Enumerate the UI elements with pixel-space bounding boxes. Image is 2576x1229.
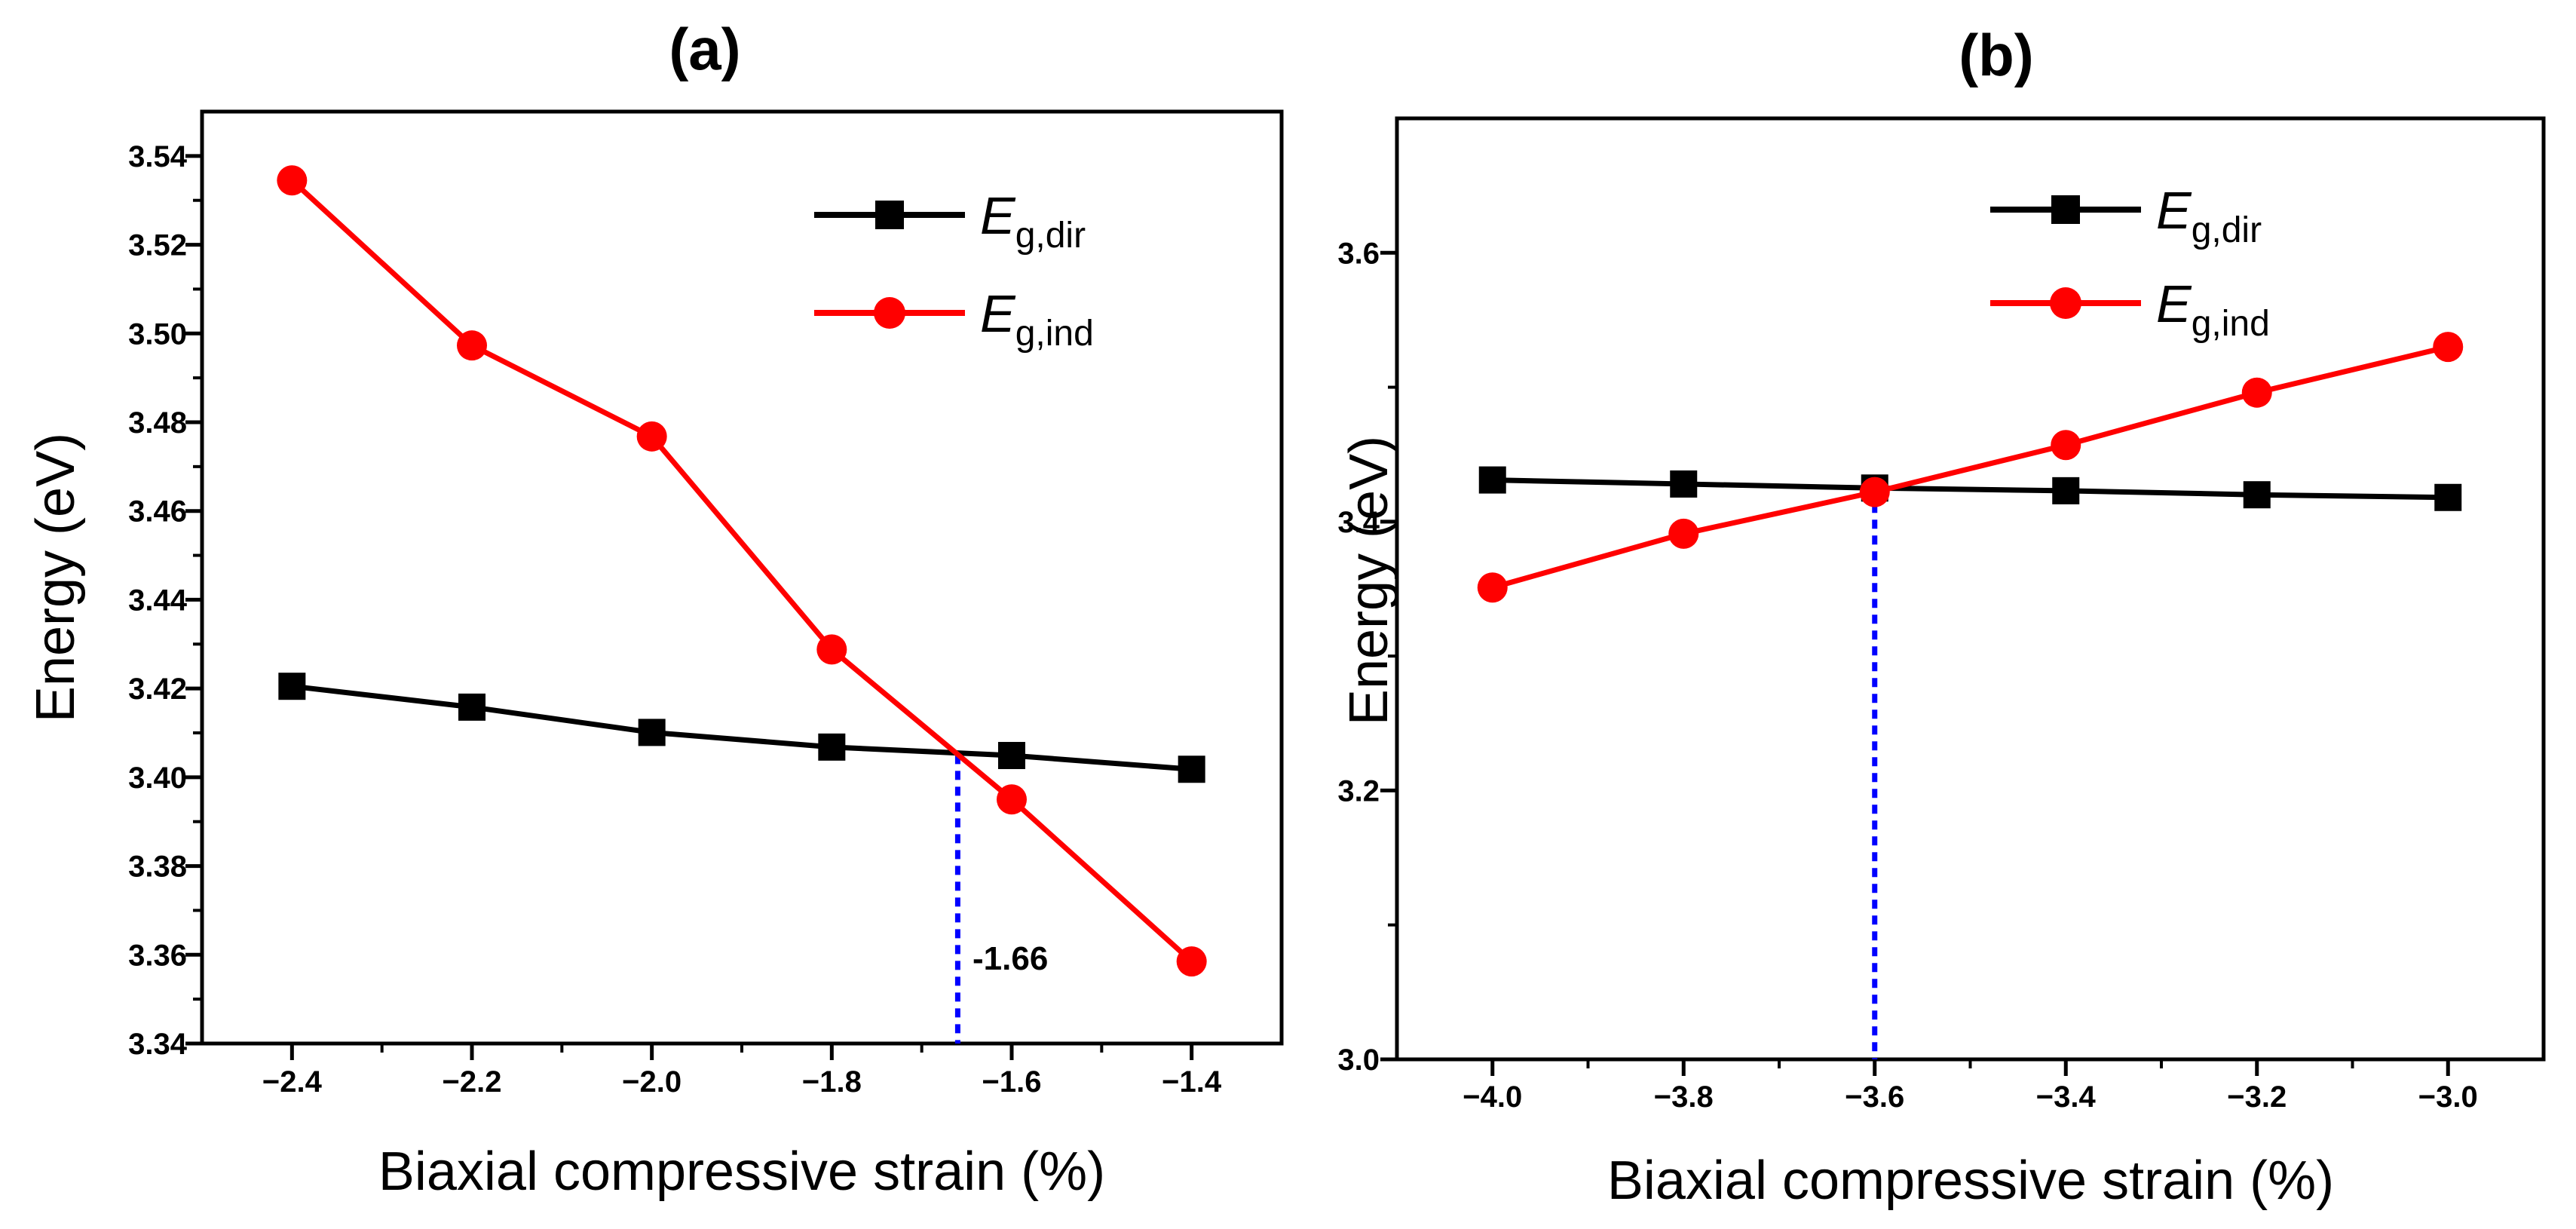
panel-a-legend-label-dir: Eg,dir xyxy=(980,186,1086,256)
panel-b-ticks: −4.0 −3.8 −3.6 −3.4 −3.2 −3.0 3.0 3.2 3.4 3.6 xyxy=(1337,237,2477,1114)
panel-b-series-lines xyxy=(1491,344,2449,590)
panel-b-dir-point xyxy=(1670,470,1698,498)
panel-b-x-tick-label: −4.0 xyxy=(1463,1080,1522,1114)
panel-b-series-ind-line xyxy=(1491,344,2449,590)
panel-a-legend: Eg,dir Eg,ind xyxy=(814,186,1094,354)
panel-a-x-tick-label: −1.4 xyxy=(1162,1065,1222,1099)
panel-b-dir-point xyxy=(2052,477,2080,504)
panel-b-x-tick-label: −3.4 xyxy=(2036,1080,2097,1114)
panel-a-dir-point xyxy=(1178,755,1205,783)
panel-a-plot-frame xyxy=(200,109,1284,1046)
panel-b-ind-point xyxy=(1859,477,1890,507)
panel-a-x-tick-label: −2.4 xyxy=(262,1065,323,1099)
panel-a-dir-point xyxy=(638,719,666,746)
panel-a-ind-point xyxy=(457,330,487,361)
panel-b-ind-point xyxy=(2433,332,2464,363)
panel-b-ind-point xyxy=(2241,377,2272,408)
panel-b-x-tick-label: −3.2 xyxy=(2227,1080,2287,1114)
panel-b-y-axis-title: Energy (eV) xyxy=(1339,436,1399,725)
panel-b-dir-point xyxy=(2434,483,2462,511)
panel-b-legend-marker-ind xyxy=(2050,287,2081,319)
panel-b-y-tick-label: 3.0 xyxy=(1337,1044,1380,1077)
panel-b-x-tick-label: −3.8 xyxy=(1654,1080,1714,1114)
panel-a-ind-point xyxy=(277,165,308,196)
panel-a-y-tick-label: 3.48 xyxy=(128,406,187,440)
panel-b-legend-marker-dir xyxy=(2051,195,2080,224)
panel-a-y-tick-label: 3.36 xyxy=(128,939,187,972)
panel-b-x-axis-title: Biaxial compressive strain (%) xyxy=(1607,1151,2334,1211)
panel-b-series-dir-line xyxy=(1492,477,2449,501)
panel-a-y-tick-label: 3.54 xyxy=(128,140,188,173)
panel-a-x-tick-label: −1.6 xyxy=(982,1065,1042,1099)
panel-b-dir-point xyxy=(2243,481,2271,509)
panel-b-y-tick-label: 3.2 xyxy=(1337,774,1380,808)
panel-b-y-tick-label: 3.4 xyxy=(1337,506,1380,539)
panel-a-series-lines xyxy=(289,178,1194,964)
panel-a-ind-point xyxy=(816,634,847,665)
panel-b-ind-point xyxy=(1668,518,1699,549)
panel-a-y-axis-title: Energy (eV) xyxy=(26,433,86,722)
panel-a-y-tick-label: 3.46 xyxy=(128,495,187,529)
panel-a-x-tick-label: −2.2 xyxy=(443,1065,502,1099)
panel-a-ind-point xyxy=(997,784,1027,815)
panel-a-series-dir-line xyxy=(291,683,1192,772)
panel-a-x-axis-title: Biaxial compressive strain (%) xyxy=(378,1142,1105,1202)
panel-b-y-tick-label: 3.6 xyxy=(1337,237,1380,270)
panel-a-dir-point xyxy=(278,673,306,700)
panel-a-legend-marker-ind xyxy=(874,297,905,329)
panel-a-x-tick-label: −2.0 xyxy=(622,1065,682,1099)
panel-b-x-tick-label: −3.0 xyxy=(2418,1080,2478,1114)
panel-a-y-tick-label: 3.40 xyxy=(128,762,187,795)
panel-a-crossover-label: -1.66 xyxy=(973,940,1048,977)
panel-a-y-tick-label: 3.38 xyxy=(128,850,187,884)
panel-a-ind-point xyxy=(636,421,667,452)
panel-a-series-ind-line xyxy=(289,178,1194,964)
panel-b-ind-point xyxy=(1477,572,1508,603)
panel-a-y-tick-label: 3.34 xyxy=(128,1028,188,1061)
panel-a-legend-marker-dir xyxy=(875,201,904,229)
panel-b-legend: Eg,dir Eg,ind xyxy=(1990,181,2270,344)
panel-b-ind-point xyxy=(2051,430,2081,461)
panel-b-plot-frame xyxy=(1395,116,2546,1062)
panel-a-y-tick-label: 3.52 xyxy=(128,229,187,262)
panel-a-dir-point xyxy=(458,693,485,721)
panel-a-dir-point xyxy=(998,742,1025,770)
panel-a: (a) −2.4 −2.2 −2.0 −1.8 −1.6 −1.4 3.34 3.36 3.38… xyxy=(26,16,1284,1202)
panel-a-y-tick-label: 3.42 xyxy=(128,673,187,706)
panel-b-legend-label-ind: Eg,ind xyxy=(2156,274,2270,344)
panel-a-y-tick-label: 3.50 xyxy=(128,317,187,351)
panel-a-y-tick-label: 3.44 xyxy=(128,584,188,617)
panel-b-legend-label-dir: Eg,dir xyxy=(2156,181,2262,250)
panel-b: (b) −4.0 −3.8 −3.6 −3.4 −3.2 −3.0 3.0 3.2 3.4 3.6… xyxy=(1337,22,2546,1211)
panel-a-x-tick-label: −1.8 xyxy=(802,1065,862,1099)
panel-a-title: (a) xyxy=(669,16,740,82)
panel-b-title: (b) xyxy=(1959,22,2034,88)
panel-a-dir-point xyxy=(818,733,846,761)
panel-a-ticks: −2.4 −2.2 −2.0 −1.8 −1.6 −1.4 3.34 3.36 3.38 3.40… xyxy=(128,140,1222,1099)
panel-a-markers xyxy=(277,165,1207,977)
panel-b-dir-point xyxy=(1478,466,1506,494)
panel-b-x-tick-label: −3.6 xyxy=(1845,1080,1904,1114)
panel-b-markers xyxy=(1477,332,2464,603)
panel-a-ind-point xyxy=(1176,946,1207,977)
panel-a-legend-label-ind: Eg,ind xyxy=(980,284,1094,354)
